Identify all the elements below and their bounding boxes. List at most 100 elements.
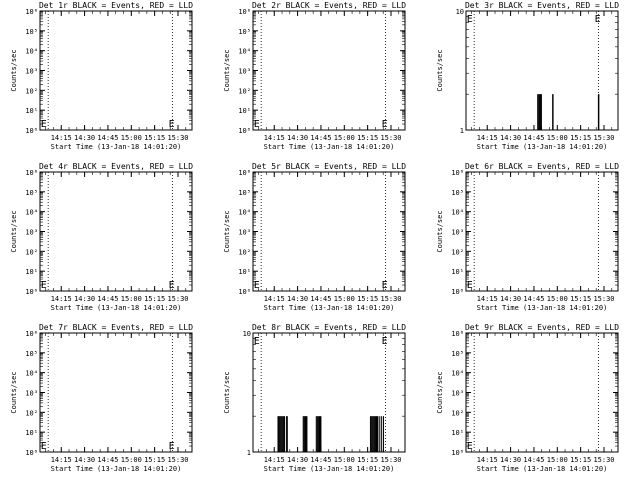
x-tick-label: 15:30 [593,456,614,464]
y-tick-label: 10⁰ [238,288,251,296]
y-tick-label: 10⁴ [25,209,38,217]
x-axis-label: Start Time (13-Jan-18 14:01:20) [51,465,182,473]
x-tick-label: 15:30 [380,134,401,142]
y-tick-label: 10⁵ [451,189,464,197]
y-tick-label: 10² [25,248,38,256]
x-axis-label: Start Time (13-Jan-18 14:01:20) [477,304,608,312]
x-tick-label: 14:15 [264,456,285,464]
y-tick-label: 10⁶ [25,169,38,177]
y-axis-label: Counts/sec [10,210,18,252]
x-axis-label: Start Time (13-Jan-18 14:01:20) [51,143,182,151]
x-tick-label: 14:45 [97,295,118,303]
x-axis-label: Start Time (13-Jan-18 14:01:20) [264,143,395,151]
plot-frame [465,332,619,453]
e-marker: E [382,336,388,347]
y-tick-label: 10⁶ [25,330,38,338]
x-axis-label: Start Time (13-Jan-18 14:01:20) [264,465,395,473]
e-marker: E [382,119,388,130]
y-tick-label: 10¹ [238,268,251,276]
x-axis-label: Start Time (13-Jan-18 14:01:20) [477,465,608,473]
y-tick-label: 10⁰ [25,288,38,296]
e-marker: E [169,280,175,291]
y-tick-label: 10² [238,248,251,256]
x-tick-label: 14:30 [287,456,308,464]
y-tick-label: 10² [451,409,464,417]
chart-panel-7: Det 7r BLACK = Events, RED = LLD 10⁰ 10¹ 10… [10,323,193,473]
x-tick-label: 15:15 [144,456,165,464]
y-tick-label: 10⁴ [451,370,464,378]
y-tick-label: 10³ [25,68,38,76]
x-tick-label: 15:00 [334,295,355,303]
y-tick-label: 10⁵ [451,350,464,358]
x-tick-label: 14:45 [523,295,544,303]
y-tick-label: 10⁰ [451,449,464,457]
x-tick-label: 14:30 [74,134,95,142]
x-tick-label: 14:30 [74,456,95,464]
chart-title: Det 8r BLACK = Events, RED = LLD [252,323,406,332]
y-tick-label: 10⁴ [238,209,251,217]
e-marker: E [254,336,260,347]
chart-panel-8: Det 8r BLACK = Events, RED = LLD 1 10 Count… [223,323,406,473]
chart-panel-6: Det 6r BLACK = Events, RED = LLD 10⁰ 10¹ 10… [436,162,619,312]
x-tick-label: 15:15 [144,295,165,303]
plot-frame [252,10,406,131]
y-tick-label: 10⁵ [25,350,38,358]
chart-title: Det 2r BLACK = Events, RED = LLD [252,1,406,10]
y-axis-label: Counts/sec [10,371,18,413]
y-tick-label: 10⁵ [25,189,38,197]
y-axis-label: Counts/sec [436,49,444,91]
e-marker: E [41,119,47,130]
x-tick-label: 15:30 [380,456,401,464]
e-marker: E [169,441,175,452]
x-tick-label: 14:45 [310,295,331,303]
y-tick-label: 10⁶ [25,8,38,16]
x-tick-label: 14:45 [523,456,544,464]
chart-title: Det 3r BLACK = Events, RED = LLD [465,1,619,10]
y-tick-label: 10⁴ [25,370,38,378]
chart-title: Det 1r BLACK = Events, RED = LLD [39,1,193,10]
y-tick-label: 10⁶ [451,169,464,177]
plot-frame [252,332,406,453]
x-tick-label: 15:00 [547,134,568,142]
y-tick-label: 10³ [451,390,464,398]
chart-panel-9: Det 9r BLACK = Events, RED = LLD 10⁰ 10¹ 10… [436,323,619,473]
y-tick-label: 10⁴ [25,48,38,56]
x-tick-label: 14:15 [264,295,285,303]
e-marker: E [467,280,473,291]
x-tick-label: 14:45 [523,134,544,142]
y-axis-label: Counts/sec [223,49,231,91]
y-tick-label: 10¹ [238,107,251,115]
y-tick-label: 10⁴ [451,209,464,217]
plot-frame [39,332,193,453]
x-tick-label: 15:30 [593,295,614,303]
y-tick-label: 10⁰ [25,449,38,457]
x-tick-label: 15:15 [357,134,378,142]
x-tick-label: 15:00 [547,456,568,464]
chart-panel-1: Det 1r BLACK = Events, RED = LLD 10⁰ 10¹ 10… [10,1,193,151]
x-tick-label: 15:00 [121,295,142,303]
x-tick-label: 14:15 [51,134,72,142]
plot-frame [252,171,406,292]
y-axis-label: Counts/sec [436,210,444,252]
plot-frame [39,171,193,292]
x-tick-label: 15:30 [380,295,401,303]
y-tick-label: 10³ [25,390,38,398]
y-axis-label: Counts/sec [223,210,231,252]
x-tick-label: 14:30 [287,134,308,142]
chart-panel-5: Det 5r BLACK = Events, RED = LLD 10⁰ 10¹ 10… [223,162,406,312]
x-tick-label: 15:00 [334,456,355,464]
y-axis-label: Counts/sec [223,371,231,413]
y-tick-label: 10³ [238,68,251,76]
y-tick-label: 10¹ [451,268,464,276]
x-axis-label: Start Time (13-Jan-18 14:01:20) [264,304,395,312]
chart-title: Det 6r BLACK = Events, RED = LLD [465,162,619,171]
chart-title: Det 9r BLACK = Events, RED = LLD [465,323,619,332]
y-tick-label: 10⁵ [238,28,251,36]
y-tick-label: 10⁰ [25,127,38,135]
x-tick-label: 14:45 [97,134,118,142]
y-tick-label: 10³ [25,229,38,237]
x-tick-label: 14:45 [310,456,331,464]
e-marker: E [254,119,260,130]
y-axis-label: Counts/sec [10,49,18,91]
